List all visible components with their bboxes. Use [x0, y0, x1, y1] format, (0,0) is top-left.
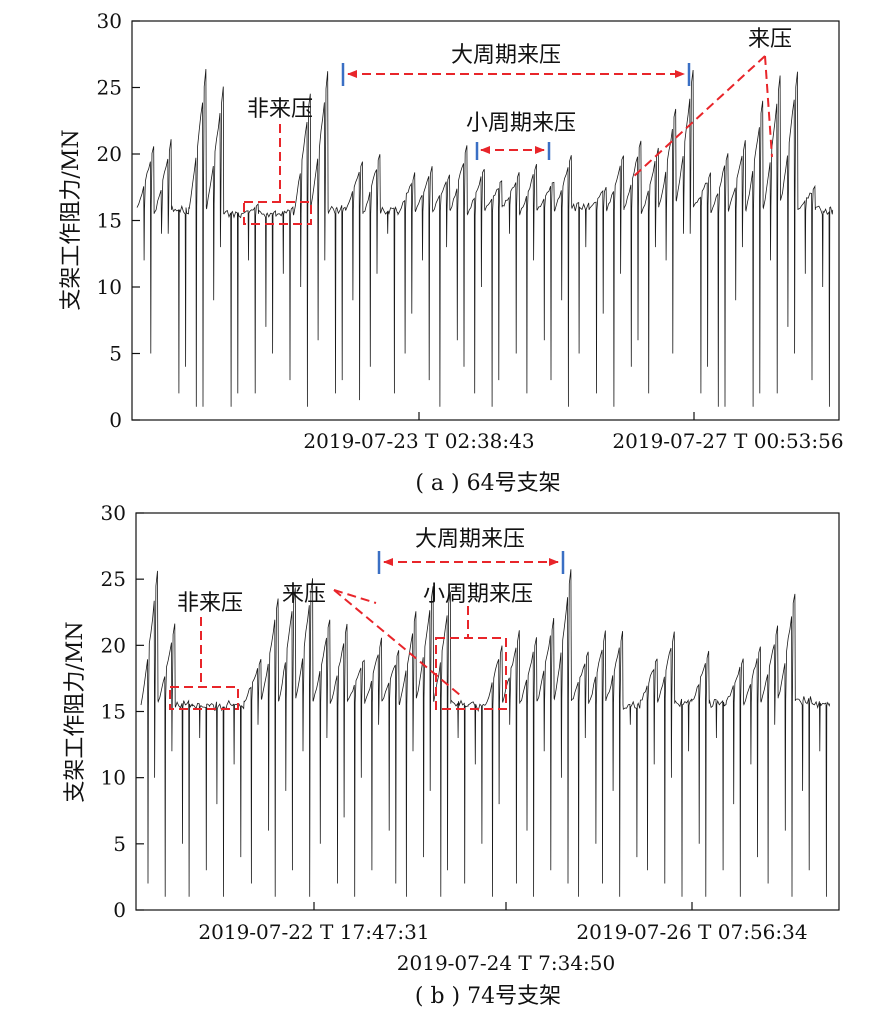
panel-a-weighting-leader [632, 55, 766, 178]
panel-a-y-tick-label: 0 [109, 408, 122, 432]
panel-b-big-period-label: 大周期来压 [415, 527, 525, 552]
panel-a-resistance-line [136, 69, 834, 407]
panel-a-x-tick-label: 2019-07-23 T 02:38:43 [303, 429, 534, 453]
panel-a-chart: 0 5 10 15 20 25 30 2019-07-23 T 02:38:43 2019-… [59, 9, 844, 496]
panel-b-y-tick-label: 25 [101, 567, 126, 591]
panel-b-small-period-label: 小周期来压 [423, 582, 533, 607]
panel-b-y-tick-label: 15 [101, 700, 126, 724]
panel-a-big-period-label: 大周期来压 [451, 43, 561, 68]
panel-b-series-line [140, 569, 831, 897]
panel-b-non-weighting-box [169, 686, 239, 710]
panel-b-y-tick-label: 20 [101, 633, 126, 657]
panel-a-y-axis-label: 支架工作阻力/MN [59, 129, 84, 310]
panel-a-non-weighting-label: 非来压 [247, 97, 313, 122]
panel-b-caption: ( b ) 74号支架 [415, 984, 561, 1009]
panel-b-resistance-line [140, 569, 831, 897]
panel-b-y-tick-label: 0 [113, 898, 126, 922]
panel-a-non-weighting-box [243, 201, 312, 225]
panel-a-y-tick-label: 25 [97, 76, 122, 100]
panel-b-x-tick-label: 2019-07-26 T 07:56:34 [576, 920, 807, 944]
panel-b-y-tick-label: 10 [101, 766, 126, 790]
panel-a-series-line [136, 69, 834, 407]
panel-b-x-tick-label: 2019-07-22 T 17:47:31 [198, 920, 429, 944]
panel-a-y-tick-label: 10 [97, 275, 122, 299]
panel-b-plot-frame [135, 512, 840, 911]
panel-b-weighting-leader [333, 589, 377, 604]
panel-b-y-axis-label: 支架工作阻力/MN [63, 621, 88, 802]
panel-b-x-tick-label: 2019-07-24 T 7:34:50 [397, 951, 615, 975]
panel-a-small-period-label: 小周期来压 [466, 111, 576, 136]
panel-b-y-tick-label: 30 [101, 501, 126, 525]
panel-b-small-period-box [435, 637, 507, 710]
panel-a-weighting-label: 来压 [748, 27, 792, 52]
panel-a-y-tick-label: 15 [97, 209, 122, 233]
panel-a-plot-frame [131, 20, 840, 421]
panel-a-weighting-leader [764, 55, 773, 158]
panel-b-y-tick-label: 5 [113, 832, 126, 856]
panel-a-y-tick-label: 20 [97, 142, 122, 166]
panel-a-y-ticks: 0 5 10 15 20 25 30 [97, 9, 140, 432]
panel-a-x-tick-label: 2019-07-27 T 00:53:56 [612, 429, 843, 453]
panel-a-caption: ( a ) 64号支架 [415, 471, 560, 496]
panel-b-y-ticks: 0 5 10 15 20 25 30 [101, 501, 144, 922]
panel-a-y-tick-label: 30 [97, 9, 122, 33]
panel-b-annotations [169, 558, 559, 710]
panel-b-non-weighting-label: 非来压 [177, 591, 243, 616]
panel-a-y-tick-label: 5 [109, 342, 122, 366]
panel-a-annotations [243, 55, 773, 225]
panel-b-weighting-label: 来压 [282, 582, 326, 607]
panel-b-chart: 0 5 10 15 20 25 30 2019-07-22 T 17:47:31 2019-… [63, 501, 840, 1009]
